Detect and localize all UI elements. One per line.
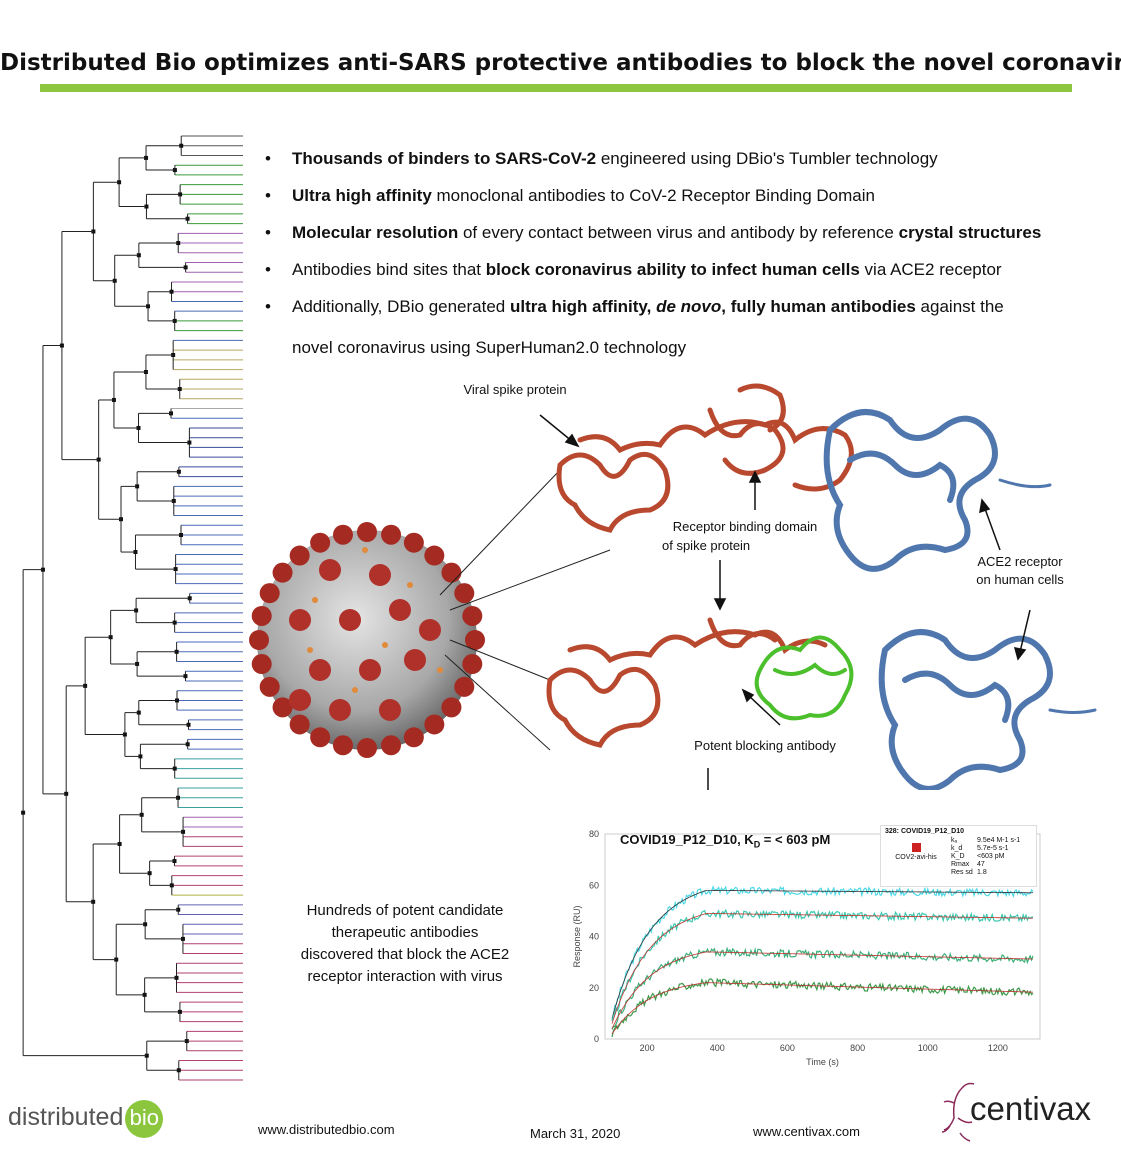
x-tick-label: 200 <box>640 1043 655 1053</box>
x-tick-label: 1000 <box>918 1043 938 1053</box>
centivax-tree-icon <box>941 1082 975 1142</box>
x-tick-label: 1200 <box>988 1043 1008 1053</box>
summary-text: Hundreds of potent candidate therapeutic … <box>270 900 540 988</box>
bullet-item: Additionally, DBio generated ultra high … <box>262 288 1112 325</box>
x-tick-label: 800 <box>850 1043 865 1053</box>
bullet-text: Antibodies bind sites that <box>292 260 486 279</box>
legend-param: Res sd 1.8 <box>951 869 987 876</box>
fit-line <box>611 889 1033 1019</box>
structure-illustration <box>249 383 1097 790</box>
legend-entry: COV2-avi-his <box>895 854 937 861</box>
coronavirus-image <box>249 522 485 758</box>
y-tick-label: 0 <box>594 1034 599 1044</box>
bullet-text: engineered using DBio's Tumbler technolo… <box>596 149 938 168</box>
x-tick-label: 400 <box>710 1043 725 1053</box>
fit-line <box>611 982 1033 1035</box>
series-line <box>611 977 1034 1038</box>
label-ace2-line1: ACE2 receptor <box>977 554 1063 569</box>
bullet-continuation: novel coronavirus using SuperHuman2.0 te… <box>292 338 687 357</box>
summary-line: receptor interaction with virus <box>307 968 503 985</box>
bullet-text: Thousands of binders to SARS-CoV-2 <box>292 149 597 168</box>
y-axis-label: Response (RU) <box>572 905 582 967</box>
series-line <box>611 908 1034 1021</box>
bullet-text: crystal structures <box>898 223 1042 242</box>
distributed-bio-logo: distributed bio <box>8 1100 164 1138</box>
blocking-antibody-structure <box>754 635 854 721</box>
label-ace2-line2: on human cells <box>976 572 1064 587</box>
bullet-text: , fully human antibodies <box>721 297 916 316</box>
summary-line: Hundreds of potent candidate <box>306 902 504 919</box>
bullet-text: against the <box>915 297 1004 316</box>
bullet-list: Thousands of binders to SARS-CoV-2 engin… <box>262 140 1112 366</box>
phylogenetic-tree <box>21 135 243 1081</box>
x-tick-label: 600 <box>780 1043 795 1053</box>
bullet-item: Molecular resolution of every contact be… <box>262 214 1112 251</box>
bullet-text: monoclonal antibodies to CoV-2 Receptor … <box>431 186 876 205</box>
series-line <box>611 946 1034 1030</box>
chart-legend: 328: COVID19_P12_D10 COV2-avi-his kₐ 9.5e… <box>880 825 1037 887</box>
spike-protein-top <box>556 383 854 533</box>
legend-param: kₐ 9.5e4 M-1 s-1 <box>951 837 1021 844</box>
summary-line: therapeutic antibodies <box>331 924 479 941</box>
y-tick-label: 80 <box>589 829 599 839</box>
series-line <box>611 885 1034 1020</box>
y-tick-label: 40 <box>589 932 599 942</box>
fit-line <box>611 913 1033 1024</box>
footer-url-centivax[interactable]: www.centivax.com <box>753 1124 860 1139</box>
bullet-text: ultra high affinity, <box>510 297 657 316</box>
legend-swatch <box>911 843 921 852</box>
y-tick-label: 20 <box>589 983 599 993</box>
bullet-text: block coronavirus ability to infect huma… <box>485 260 860 279</box>
chart-title: COVID19_P12_D10, KD = < 603 pM <box>620 832 831 850</box>
fit-line <box>611 951 1033 1029</box>
spike-protein-bottom <box>546 617 828 748</box>
ace2-receptor-bottom <box>878 629 1097 790</box>
bullet-item: Thousands of binders to SARS-CoV-2 engin… <box>262 140 1112 177</box>
binding-kinetics-chart: 0 20 40 60 80 200 400 600 800 1000 1200 Time (s) Res… <box>572 829 1041 1067</box>
label-rbd-line2: of spike protein <box>662 538 751 553</box>
page-title: Distributed Bio optimizes anti-SARS prot… <box>0 50 1121 76</box>
y-tick-label: 60 <box>589 880 599 890</box>
summary-line: discovered that block the ACE2 <box>300 946 510 963</box>
label-rbd-line1: Receptor binding domain <box>672 519 818 534</box>
centivax-logo: centivax <box>970 1090 1092 1127</box>
bullet-item: Antibodies bind sites that block coronav… <box>262 251 1112 288</box>
legend-param: K_D <603 pM <box>951 853 1005 860</box>
label-viral-spike-protein: Viral spike protein <box>463 382 567 397</box>
bullet-text: Ultra high affinity <box>292 186 432 205</box>
x-axis-label: Time (s) <box>806 1057 839 1067</box>
bullet-item: Ultra high affinity monoclonal antibodie… <box>262 177 1112 214</box>
bullet-text: Additionally, DBio generated <box>292 297 510 316</box>
title-underline <box>40 84 1072 92</box>
label-potent-blocking-antibody: Potent blocking antibody <box>694 738 836 753</box>
legend-header: 328: COVID19_P12_D10 <box>885 828 964 835</box>
footer-date: March 31, 2020 <box>530 1126 621 1141</box>
bullet-text: Molecular resolution <box>292 223 459 242</box>
legend-param: Rmax 47 <box>951 861 985 868</box>
bullet-text: of every contact between virus and antib… <box>458 223 899 242</box>
ace2-receptor-top <box>823 409 1052 572</box>
bullet-text: via ACE2 receptor <box>859 260 1002 279</box>
legend-param: k_d 5.7e-5 s-1 <box>951 845 1009 852</box>
footer-url-distributedbio[interactable]: www.distributedbio.com <box>258 1122 395 1137</box>
bullet-text: de novo <box>656 297 722 316</box>
